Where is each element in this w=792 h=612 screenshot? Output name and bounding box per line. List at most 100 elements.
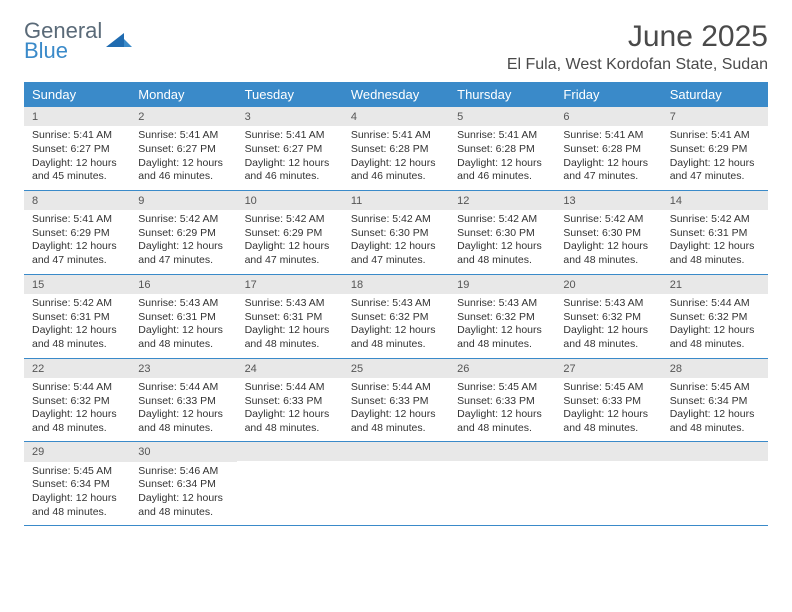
day-cell: 26Sunrise: 5:45 AMSunset: 6:33 PMDayligh…	[449, 359, 555, 442]
sunrise-text: Sunrise: 5:44 AM	[32, 381, 122, 395]
sunrise-text: Sunrise: 5:42 AM	[245, 213, 335, 227]
day-number: 30	[130, 442, 236, 461]
sunrise-text: Sunrise: 5:41 AM	[351, 129, 441, 143]
day-header-row: SundayMondayTuesdayWednesdayThursdayFrid…	[24, 82, 768, 107]
day-cell: 11Sunrise: 5:42 AMSunset: 6:30 PMDayligh…	[343, 191, 449, 274]
sunrise-text: Sunrise: 5:43 AM	[457, 297, 547, 311]
sunset-text: Sunset: 6:32 PM	[670, 311, 760, 325]
day-cell: 5Sunrise: 5:41 AMSunset: 6:28 PMDaylight…	[449, 107, 555, 190]
daylight-text: Daylight: 12 hours and 46 minutes.	[457, 157, 547, 184]
sunrise-text: Sunrise: 5:45 AM	[457, 381, 547, 395]
sunrise-text: Sunrise: 5:41 AM	[563, 129, 653, 143]
sunrise-text: Sunrise: 5:43 AM	[563, 297, 653, 311]
sunrise-text: Sunrise: 5:45 AM	[563, 381, 653, 395]
day-cell: 9Sunrise: 5:42 AMSunset: 6:29 PMDaylight…	[130, 191, 236, 274]
day-cell	[555, 442, 661, 525]
day-body: Sunrise: 5:44 AMSunset: 6:33 PMDaylight:…	[237, 378, 343, 442]
daylight-text: Daylight: 12 hours and 47 minutes.	[670, 157, 760, 184]
logo-triangle-icon	[106, 29, 132, 53]
sunset-text: Sunset: 6:31 PM	[245, 311, 335, 325]
day-number: 25	[343, 359, 449, 378]
day-header-cell: Sunday	[24, 82, 130, 107]
sunset-text: Sunset: 6:30 PM	[457, 227, 547, 241]
sunrise-text: Sunrise: 5:42 AM	[32, 297, 122, 311]
day-number	[343, 442, 449, 461]
day-cell: 21Sunrise: 5:44 AMSunset: 6:32 PMDayligh…	[662, 275, 768, 358]
day-cell: 30Sunrise: 5:46 AMSunset: 6:34 PMDayligh…	[130, 442, 236, 525]
sunrise-text: Sunrise: 5:45 AM	[32, 465, 122, 479]
sunset-text: Sunset: 6:28 PM	[457, 143, 547, 157]
day-body: Sunrise: 5:41 AMSunset: 6:29 PMDaylight:…	[662, 126, 768, 190]
day-number: 27	[555, 359, 661, 378]
day-number: 22	[24, 359, 130, 378]
day-body: Sunrise: 5:41 AMSunset: 6:28 PMDaylight:…	[449, 126, 555, 190]
day-number: 15	[24, 275, 130, 294]
daylight-text: Daylight: 12 hours and 48 minutes.	[351, 408, 441, 435]
week-row: 22Sunrise: 5:44 AMSunset: 6:32 PMDayligh…	[24, 359, 768, 443]
day-number	[449, 442, 555, 461]
calendar: SundayMondayTuesdayWednesdayThursdayFrid…	[24, 82, 768, 526]
sunrise-text: Sunrise: 5:41 AM	[670, 129, 760, 143]
sunset-text: Sunset: 6:33 PM	[351, 395, 441, 409]
day-body: Sunrise: 5:41 AMSunset: 6:29 PMDaylight:…	[24, 210, 130, 274]
day-cell: 28Sunrise: 5:45 AMSunset: 6:34 PMDayligh…	[662, 359, 768, 442]
day-body: Sunrise: 5:46 AMSunset: 6:34 PMDaylight:…	[130, 462, 236, 526]
day-number: 18	[343, 275, 449, 294]
day-number: 23	[130, 359, 236, 378]
day-number: 11	[343, 191, 449, 210]
sunset-text: Sunset: 6:32 PM	[457, 311, 547, 325]
header-row: General Blue June 2025 El Fula, West Kor…	[24, 20, 768, 74]
day-cell: 17Sunrise: 5:43 AMSunset: 6:31 PMDayligh…	[237, 275, 343, 358]
day-cell: 29Sunrise: 5:45 AMSunset: 6:34 PMDayligh…	[24, 442, 130, 525]
day-number: 19	[449, 275, 555, 294]
day-cell: 8Sunrise: 5:41 AMSunset: 6:29 PMDaylight…	[24, 191, 130, 274]
day-number: 1	[24, 107, 130, 126]
day-body: Sunrise: 5:44 AMSunset: 6:33 PMDaylight:…	[343, 378, 449, 442]
day-cell: 27Sunrise: 5:45 AMSunset: 6:33 PMDayligh…	[555, 359, 661, 442]
week-row: 29Sunrise: 5:45 AMSunset: 6:34 PMDayligh…	[24, 442, 768, 526]
day-body: Sunrise: 5:42 AMSunset: 6:30 PMDaylight:…	[555, 210, 661, 274]
day-body	[662, 461, 768, 513]
daylight-text: Daylight: 12 hours and 48 minutes.	[138, 408, 228, 435]
daylight-text: Daylight: 12 hours and 48 minutes.	[32, 408, 122, 435]
sunrise-text: Sunrise: 5:44 AM	[351, 381, 441, 395]
day-body: Sunrise: 5:44 AMSunset: 6:32 PMDaylight:…	[662, 294, 768, 358]
day-number: 4	[343, 107, 449, 126]
sunrise-text: Sunrise: 5:42 AM	[563, 213, 653, 227]
location: El Fula, West Kordofan State, Sudan	[507, 56, 768, 74]
day-number: 17	[237, 275, 343, 294]
sunset-text: Sunset: 6:27 PM	[138, 143, 228, 157]
day-cell: 15 Sunrise: 5:42 AMSunset: 6:31 PMDayligh…	[24, 275, 130, 358]
sunset-text: Sunset: 6:29 PM	[32, 227, 122, 241]
day-cell: 1Sunrise: 5:41 AMSunset: 6:27 PMDaylight…	[24, 107, 130, 190]
sunset-text: Sunset: 6:31 PM	[32, 311, 122, 325]
daylight-text: Daylight: 12 hours and 47 minutes.	[351, 240, 441, 267]
sunrise-text: Sunrise: 5:46 AM	[138, 465, 228, 479]
daylight-text: Daylight: 12 hours and 48 minutes.	[563, 324, 653, 351]
sunrise-text: Sunrise: 5:42 AM	[457, 213, 547, 227]
title-block: June 2025 El Fula, West Kordofan State, …	[507, 20, 768, 74]
sunset-text: Sunset: 6:33 PM	[563, 395, 653, 409]
day-body: Sunrise: 5:42 AMSunset: 6:30 PMDaylight:…	[449, 210, 555, 274]
daylight-text: Daylight: 12 hours and 46 minutes.	[138, 157, 228, 184]
day-cell	[662, 442, 768, 525]
day-cell: 6Sunrise: 5:41 AMSunset: 6:28 PMDaylight…	[555, 107, 661, 190]
daylight-text: Daylight: 12 hours and 48 minutes.	[32, 324, 122, 351]
day-cell: 19Sunrise: 5:43 AMSunset: 6:32 PMDayligh…	[449, 275, 555, 358]
day-header-cell: Tuesday	[237, 82, 343, 107]
day-number	[555, 442, 661, 461]
daylight-text: Daylight: 12 hours and 48 minutes.	[351, 324, 441, 351]
day-cell: 7Sunrise: 5:41 AMSunset: 6:29 PMDaylight…	[662, 107, 768, 190]
day-cell: 2Sunrise: 5:41 AMSunset: 6:27 PMDaylight…	[130, 107, 236, 190]
sunset-text: Sunset: 6:29 PM	[670, 143, 760, 157]
day-number: 8	[24, 191, 130, 210]
day-number: 2	[130, 107, 236, 126]
day-body: Sunrise: 5:42 AMSunset: 6:30 PMDaylight:…	[343, 210, 449, 274]
day-body	[237, 461, 343, 513]
day-cell: 16Sunrise: 5:43 AMSunset: 6:31 PMDayligh…	[130, 275, 236, 358]
day-header-cell: Saturday	[662, 82, 768, 107]
day-number: 6	[555, 107, 661, 126]
day-number: 13	[555, 191, 661, 210]
sunset-text: Sunset: 6:30 PM	[351, 227, 441, 241]
sunrise-text: Sunrise: 5:44 AM	[245, 381, 335, 395]
